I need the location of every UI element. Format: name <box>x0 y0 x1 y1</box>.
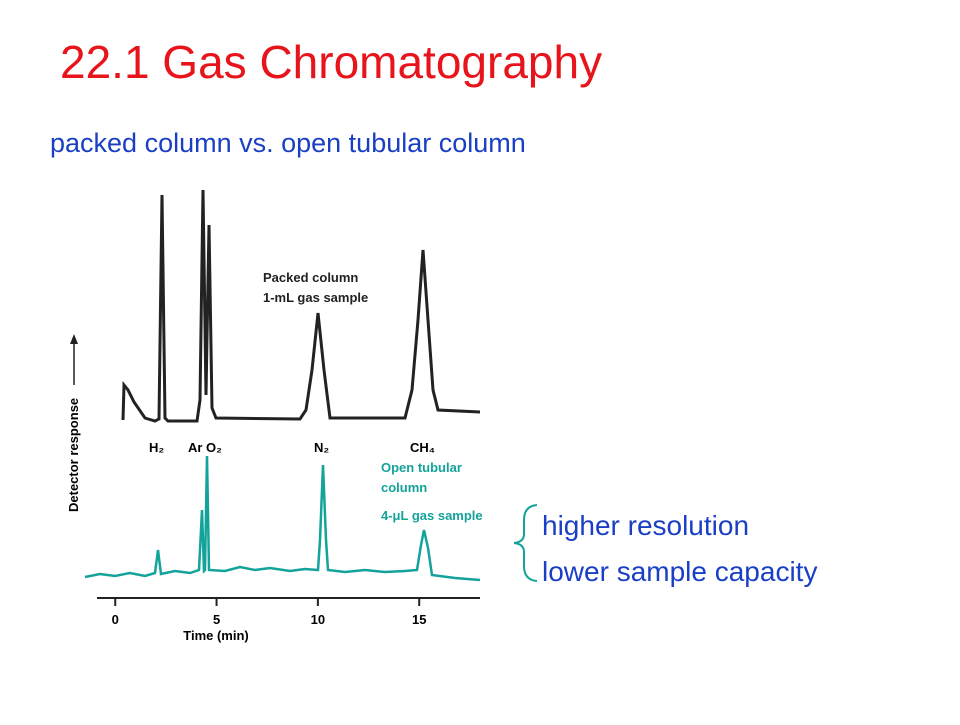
y-axis-label: Detector response <box>66 334 81 512</box>
y-arrow-head <box>70 334 78 344</box>
packed-trace <box>121 189 481 423</box>
slide-title: 22.1 Gas Chromatography <box>60 36 602 88</box>
open-label: 4-μL gas sample <box>381 508 483 523</box>
x-tick-label: 10 <box>311 612 325 627</box>
x-tick-label: 15 <box>412 612 426 627</box>
note: lower sample capacity <box>542 556 817 587</box>
note: higher resolution <box>542 510 749 541</box>
x-label: Time (min) <box>183 628 249 643</box>
peak-label: N₂ <box>314 440 329 455</box>
open-label: Open tubular <box>381 460 462 475</box>
peak-label: H₂ <box>149 440 164 455</box>
x-tick-label: 5 <box>213 612 220 627</box>
peak-label: CH₄ <box>410 440 435 455</box>
peak-label: Ar O₂ <box>188 440 222 455</box>
slide-subtitle: packed column vs. open tubular column <box>50 128 526 158</box>
open-tubular-trace <box>84 455 481 582</box>
open-label: column <box>381 480 427 495</box>
packed-label: Packed column <box>263 270 358 285</box>
y-label: Detector response <box>66 398 81 512</box>
packed-label: 1-mL gas sample <box>263 290 368 305</box>
x-tick-label: 0 <box>112 612 119 627</box>
brace <box>513 504 538 582</box>
